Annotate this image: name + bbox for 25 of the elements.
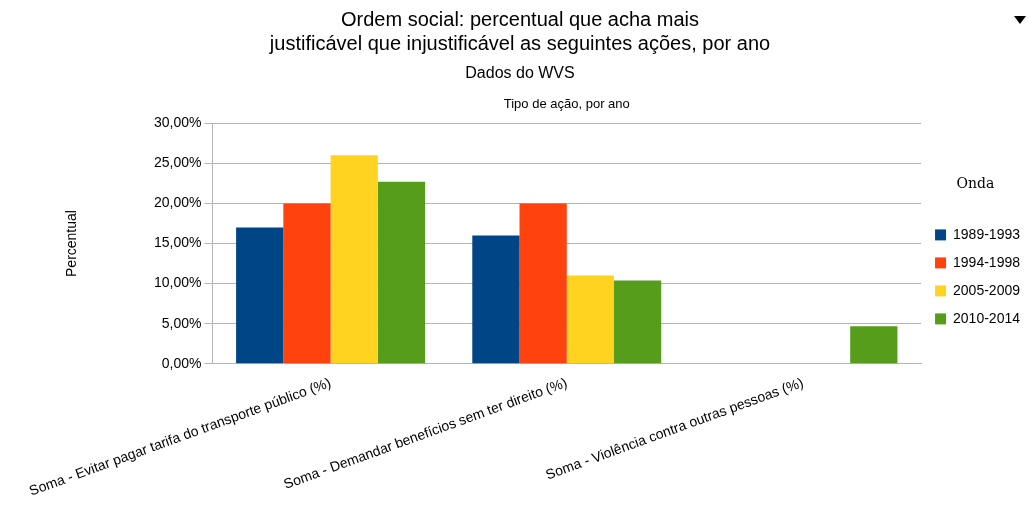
y-tick-label: 25,00% xyxy=(153,154,202,171)
y-axis-title: Percentual xyxy=(63,210,80,277)
legend-label: 1989-1993 xyxy=(953,225,1021,242)
legend-label: 1994-1998 xyxy=(953,253,1021,270)
y-tick-label: 15,00% xyxy=(153,234,202,251)
y-tick-label: 30,00% xyxy=(153,114,202,131)
chart-subtitle: Dados do WVS xyxy=(465,64,575,82)
bar xyxy=(519,203,567,364)
legend-label: 2005-2009 xyxy=(953,281,1021,298)
bar xyxy=(236,227,284,364)
bar xyxy=(614,280,662,364)
text: Tipo de ação, por ano xyxy=(503,96,630,112)
chart-title: Ordem social: percentual que acha mais justificável que injustificável as seguintes ações, por ano xyxy=(268,7,771,54)
bar xyxy=(472,235,520,364)
y-tick-label: 20,00% xyxy=(153,194,202,211)
y-tick-label: 0,00% xyxy=(161,354,202,371)
bar xyxy=(850,326,898,364)
bar xyxy=(566,275,614,364)
y-tick-label: 10,00% xyxy=(153,274,202,291)
y-tick-label: 5,00% xyxy=(161,314,202,331)
legend-title: Onda xyxy=(956,174,995,191)
legend-label: 2010-2014 xyxy=(953,309,1021,326)
bar xyxy=(330,155,378,364)
bar xyxy=(377,181,426,364)
bar xyxy=(283,203,331,364)
